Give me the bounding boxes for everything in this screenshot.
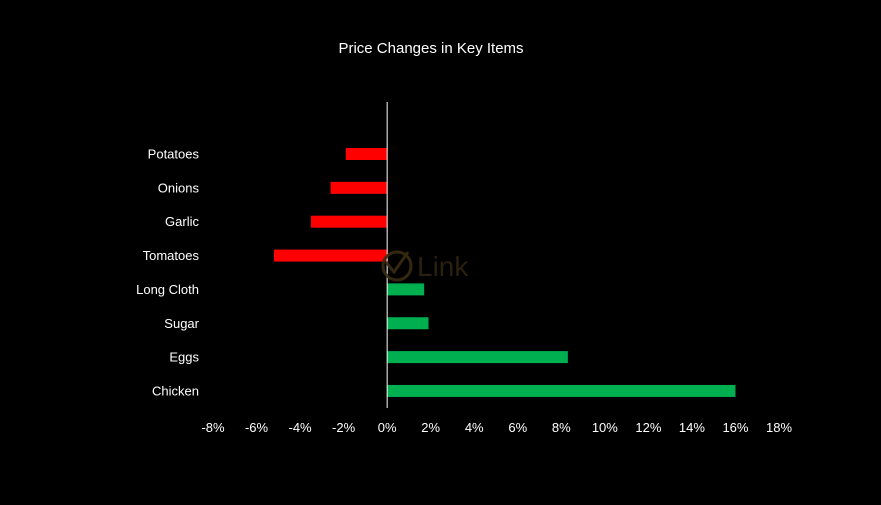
bar-tomatoes <box>273 249 388 262</box>
x-tick-label: 12% <box>635 420 661 435</box>
x-tick-label: -8% <box>201 420 225 435</box>
bar-sugar <box>387 317 429 330</box>
x-tick-label: -2% <box>332 420 356 435</box>
x-tick-label: 8% <box>552 420 571 435</box>
watermark-text: Link <box>417 251 469 282</box>
bar-potatoes <box>345 148 388 160</box>
x-axis-tick-labels: -8% -6% -4% -2% 0% 2% 4% 6% 8% 10% 12% 14% 16% 18% <box>201 420 792 435</box>
x-tick-label: 14% <box>679 420 705 435</box>
chart-title: Price Changes in Key Items <box>338 40 523 57</box>
category-label: Potatoes <box>148 147 200 162</box>
category-label: Long Cloth <box>136 282 199 297</box>
x-tick-label: -6% <box>245 420 269 435</box>
bar-chicken <box>387 384 736 397</box>
category-label: Onions <box>158 180 200 195</box>
category-label: Tomatoes <box>143 248 200 263</box>
bar-eggs <box>387 351 568 364</box>
bar-long-cloth <box>387 283 425 296</box>
watermark-logo-icon <box>381 250 413 282</box>
x-tick-label: 4% <box>465 420 484 435</box>
category-label: Chicken <box>152 383 199 398</box>
x-tick-label: 2% <box>421 420 440 435</box>
x-tick-label: 6% <box>508 420 527 435</box>
x-tick-label: 18% <box>766 420 792 435</box>
category-labels: Potatoes Onions Garlic Tomatoes Long Cloth Su… <box>136 147 200 399</box>
x-tick-label: 10% <box>592 420 618 435</box>
category-label: Garlic <box>165 214 199 229</box>
x-tick-label: 0% <box>378 420 397 435</box>
watermark-check-icon <box>384 251 410 275</box>
category-label: Eggs <box>169 350 199 365</box>
bar-onions <box>330 181 388 194</box>
x-tick-label: 16% <box>722 420 748 435</box>
bars-layer <box>273 148 736 397</box>
bar-garlic <box>310 215 388 228</box>
x-tick-label: -4% <box>289 420 313 435</box>
category-label: Sugar <box>164 316 199 331</box>
watermark-logo: Link <box>381 250 469 282</box>
